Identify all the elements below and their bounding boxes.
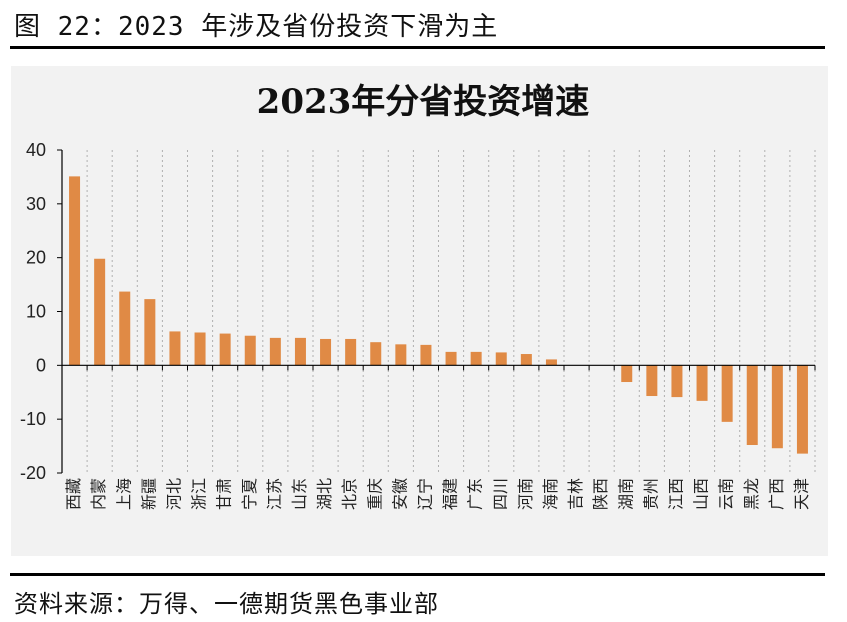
x-axis-ticks: 西藏 内蒙 上海 新疆 河北 浙江 甘肃 宁夏 江苏 山东 湖北 北京 重庆 安徽 辽宁 福建 广东 四川 河南 海南… <box>64 478 811 510</box>
bar <box>395 344 407 366</box>
bar <box>219 333 231 366</box>
bar <box>144 299 156 366</box>
bars <box>69 176 808 454</box>
bar <box>721 365 733 422</box>
bar <box>169 331 181 366</box>
bar <box>345 338 357 366</box>
bottom-rule <box>10 573 825 576</box>
bar <box>94 258 106 366</box>
y-tick-label: 40 <box>26 140 46 160</box>
source-note: 资料来源：万得、一德期货黑色事业部 <box>14 590 439 618</box>
bar <box>646 365 658 397</box>
bar <box>796 365 808 454</box>
x-tick-label: 吉林 <box>566 478 585 510</box>
y-axis-ticks: -20 -10 0 10 20 30 40 <box>20 140 62 483</box>
x-tick-label: 河南 <box>516 478 535 510</box>
bar <box>320 338 332 366</box>
x-tick-label: 广东 <box>466 478 485 510</box>
y-tick-label: 0 <box>36 355 46 375</box>
y-tick-label: 20 <box>26 248 46 268</box>
x-tick-label: 甘肃 <box>215 478 234 510</box>
x-tick-label: 内蒙 <box>89 478 108 510</box>
bar <box>696 365 708 401</box>
bar <box>520 354 532 366</box>
bar <box>545 359 557 366</box>
bar <box>771 365 783 449</box>
x-tick-label: 湖北 <box>315 478 334 510</box>
bar <box>420 344 432 366</box>
gridlines <box>86 150 816 473</box>
x-tick-label: 新疆 <box>139 478 158 510</box>
x-tick-label: 江苏 <box>265 478 284 510</box>
y-tick-label: 30 <box>26 194 46 214</box>
figure-title: 图 22：2023 年涉及省份投资下滑为主 <box>14 12 499 42</box>
x-tick-label: 陕西 <box>591 478 610 510</box>
y-tick-label: -10 <box>20 409 46 429</box>
bar <box>495 352 507 366</box>
x-tick-label: 上海 <box>114 478 133 510</box>
bar <box>445 351 457 366</box>
bar <box>269 337 281 366</box>
x-tick-label: 云南 <box>717 478 736 510</box>
x-tick-label: 宁夏 <box>240 478 259 510</box>
x-tick-label: 西藏 <box>64 478 83 510</box>
top-rule <box>10 46 825 49</box>
y-tick-label: -20 <box>20 463 46 483</box>
bar <box>194 332 206 366</box>
x-tick-label: 安徽 <box>390 478 409 510</box>
x-tick-label: 四川 <box>491 478 510 510</box>
chart-title: 2023年分省投资增速 <box>257 82 590 122</box>
bar <box>370 342 382 366</box>
bar <box>470 351 482 366</box>
x-tick-label: 山东 <box>290 478 309 510</box>
x-tick-label: 湖南 <box>616 478 635 510</box>
x-tick-label: 重庆 <box>365 478 384 510</box>
x-tick-label: 辽宁 <box>415 478 434 510</box>
bar <box>621 365 633 383</box>
x-tick-label: 浙江 <box>190 478 209 510</box>
x-tick-label: 贵州 <box>641 478 660 510</box>
x-tick-label: 河北 <box>164 478 183 510</box>
bar <box>294 337 306 366</box>
x-tick-label: 天津 <box>792 478 811 510</box>
bar <box>119 291 131 366</box>
x-tick-label: 福建 <box>441 478 460 510</box>
bar <box>244 335 256 366</box>
x-tick-label: 广西 <box>767 478 786 510</box>
x-tick-label: 海南 <box>541 478 560 510</box>
x-tick-label: 北京 <box>340 478 359 510</box>
y-tick-label: 10 <box>26 302 46 322</box>
bar <box>69 176 81 366</box>
x-tick-label: 山西 <box>692 478 711 510</box>
bar <box>671 365 683 398</box>
x-tick-label: 江西 <box>666 478 685 510</box>
bar <box>746 365 758 446</box>
x-tick-label: 黑龙 <box>742 478 761 510</box>
